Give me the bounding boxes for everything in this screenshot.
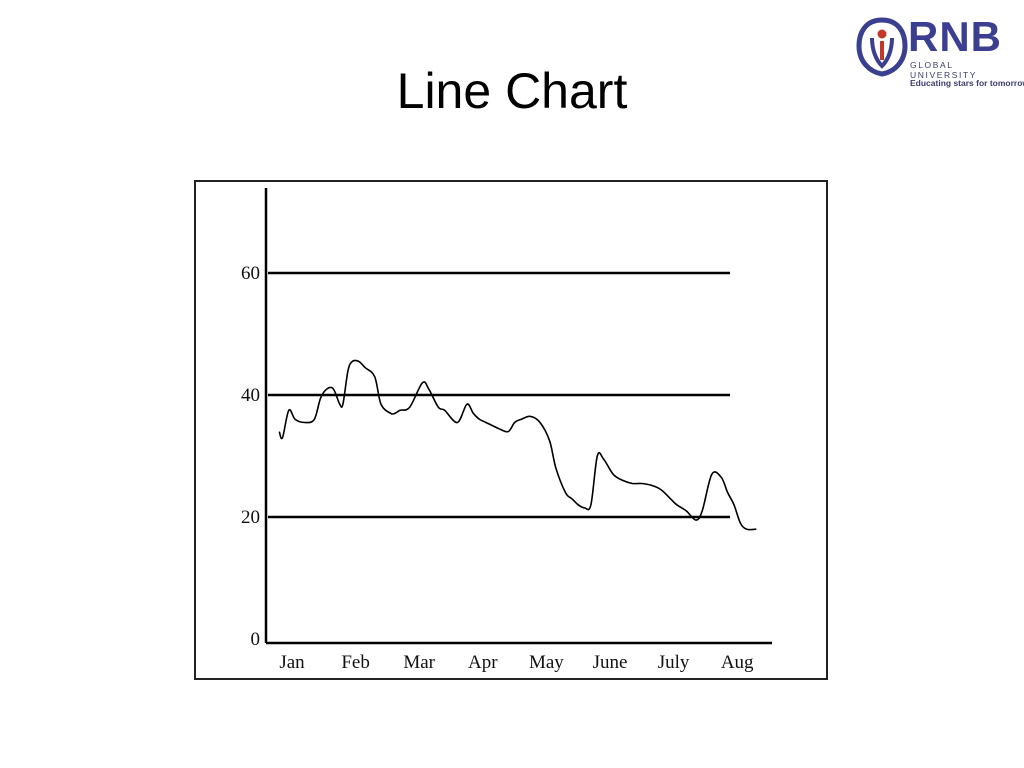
x-tick-label: Aug [721,652,754,673]
axes [264,188,772,645]
gridlines [268,271,730,519]
x-tick-label: June [593,652,628,673]
series-lines [278,359,757,531]
x-tick-labels: Jan Feb Mar Apr May June July Aug [279,652,754,673]
x-tick-label: Apr [468,652,498,673]
x-tick-label: Mar [403,652,435,673]
x-tick-label: July [658,652,690,673]
y-tick-label: 0 [251,629,261,650]
line-chart: 0 20 40 60 Jan Feb Mar Apr May June July Aug [194,180,828,680]
x-tick-label: Jan [279,652,305,673]
logo-wordmark: RNB [908,13,1002,60]
line-chart-plot: 0 20 40 60 Jan Feb Mar Apr May June July Aug [241,188,772,673]
x-tick-label: May [529,652,564,673]
y-tick-label: 20 [241,507,260,528]
logo-emblem-icon [856,17,908,77]
y-tick-label: 60 [241,263,260,284]
university-logo: RNB GLOBAL UNIVERSITY Educating stars fo… [856,13,1024,94]
x-tick-label: Feb [341,652,370,673]
logo-subtitle: GLOBAL UNIVERSITY [910,60,978,80]
y-tick-label: 40 [241,385,260,406]
slide-title: Line Chart [396,63,628,119]
series-line-0 [278,359,757,531]
logo-tagline: Educating stars for tomorrow [910,78,1024,88]
y-tick-labels: 0 20 40 60 [241,263,260,650]
